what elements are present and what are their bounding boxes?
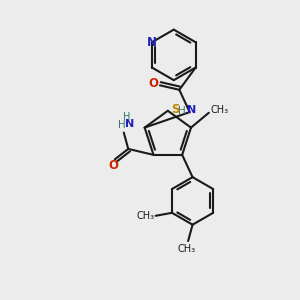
Text: H: H [118, 120, 126, 130]
Text: CH₃: CH₃ [178, 244, 196, 254]
Text: H: H [123, 112, 130, 122]
Text: N: N [188, 105, 197, 115]
Text: CH₃: CH₃ [136, 211, 154, 221]
Text: N: N [125, 118, 134, 129]
Text: O: O [108, 159, 118, 172]
Text: S: S [171, 103, 179, 116]
Text: O: O [148, 77, 158, 90]
Text: H: H [178, 106, 186, 116]
Text: N: N [147, 36, 157, 49]
Text: CH₃: CH₃ [210, 105, 228, 115]
